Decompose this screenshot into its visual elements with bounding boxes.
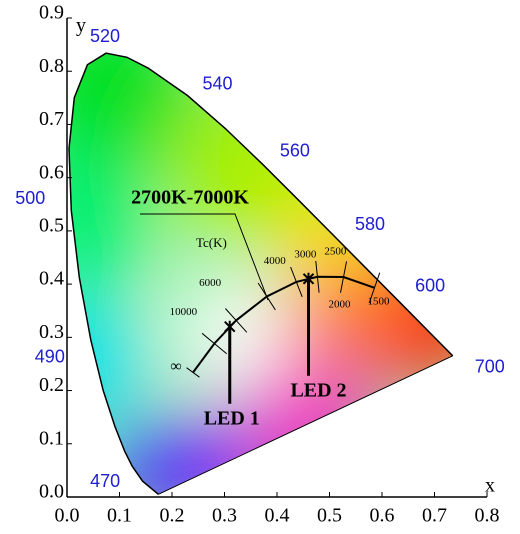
cct-label: 2000 (329, 299, 352, 311)
cct-label: 3000 (294, 248, 317, 260)
isotherm (186, 367, 200, 378)
cct-label: 10000 (170, 306, 198, 318)
cct-label: 1500 (367, 295, 390, 307)
range-leader (140, 213, 269, 301)
wavelength-label: 700 (475, 357, 505, 377)
y-tick-label: 0.7 (39, 108, 64, 130)
y-tick-label: 0.4 (39, 268, 64, 290)
cct-label: 6000 (199, 277, 222, 289)
wavelength-label: 470 (90, 471, 120, 491)
y-tick-label: 0.5 (39, 214, 64, 236)
y-tick-label: 0.2 (39, 374, 64, 396)
y-tick-label: 0.0 (39, 481, 64, 503)
wavelength-label: 580 (355, 214, 385, 234)
x-tick-label: 0.3 (212, 505, 237, 527)
wavelength-label: 600 (415, 275, 445, 295)
range-label: 2700K-7000K (131, 187, 249, 209)
y-axis-label: y (76, 15, 86, 37)
isotherm (225, 308, 248, 333)
cct-axis-label: Tc(K) (196, 235, 227, 250)
led-label: LED 2 (290, 379, 346, 401)
wavelength-label: 500 (15, 188, 45, 208)
spectral-locus (68, 52, 454, 495)
x-tick-label: 0.1 (107, 505, 132, 527)
isotherm (340, 261, 348, 293)
y-tick-label: 0.8 (39, 55, 64, 77)
cct-label: 2500 (324, 245, 347, 257)
planckian-locus (192, 275, 375, 374)
isotherm (368, 272, 381, 304)
isotherm (315, 260, 320, 293)
led-label: LED 1 (204, 407, 260, 429)
x-tick-label: 0.7 (422, 505, 447, 527)
isotherm (257, 282, 276, 311)
x-tick-label: 0.5 (317, 505, 342, 527)
wavelength-label: 560 (280, 140, 310, 160)
led-point (302, 272, 315, 285)
y-tick-label: 0.6 (39, 161, 64, 183)
cct-label: 4000 (264, 255, 287, 267)
y-tick-label: 0.9 (39, 2, 64, 24)
isotherm (201, 332, 228, 355)
x-tick-label: 0.2 (160, 505, 185, 527)
purple-line (158, 355, 453, 495)
y-tick-label: 0.1 (39, 427, 64, 449)
led-point (224, 320, 236, 333)
wavelength-label: 540 (203, 73, 233, 93)
y-tick-label: 0.3 (39, 321, 64, 343)
x-tick-label: 0.6 (370, 505, 395, 527)
cct-label: ∞ (170, 358, 181, 375)
x-tick-label: 0.8 (475, 505, 500, 527)
wavelength-label: 520 (90, 26, 120, 46)
x-tick-label: 0.4 (265, 505, 290, 527)
x-axis-label: x (485, 475, 495, 497)
wavelength-label: 490 (35, 347, 65, 367)
isotherm (290, 266, 303, 298)
x-tick-label: 0.0 (55, 505, 80, 527)
